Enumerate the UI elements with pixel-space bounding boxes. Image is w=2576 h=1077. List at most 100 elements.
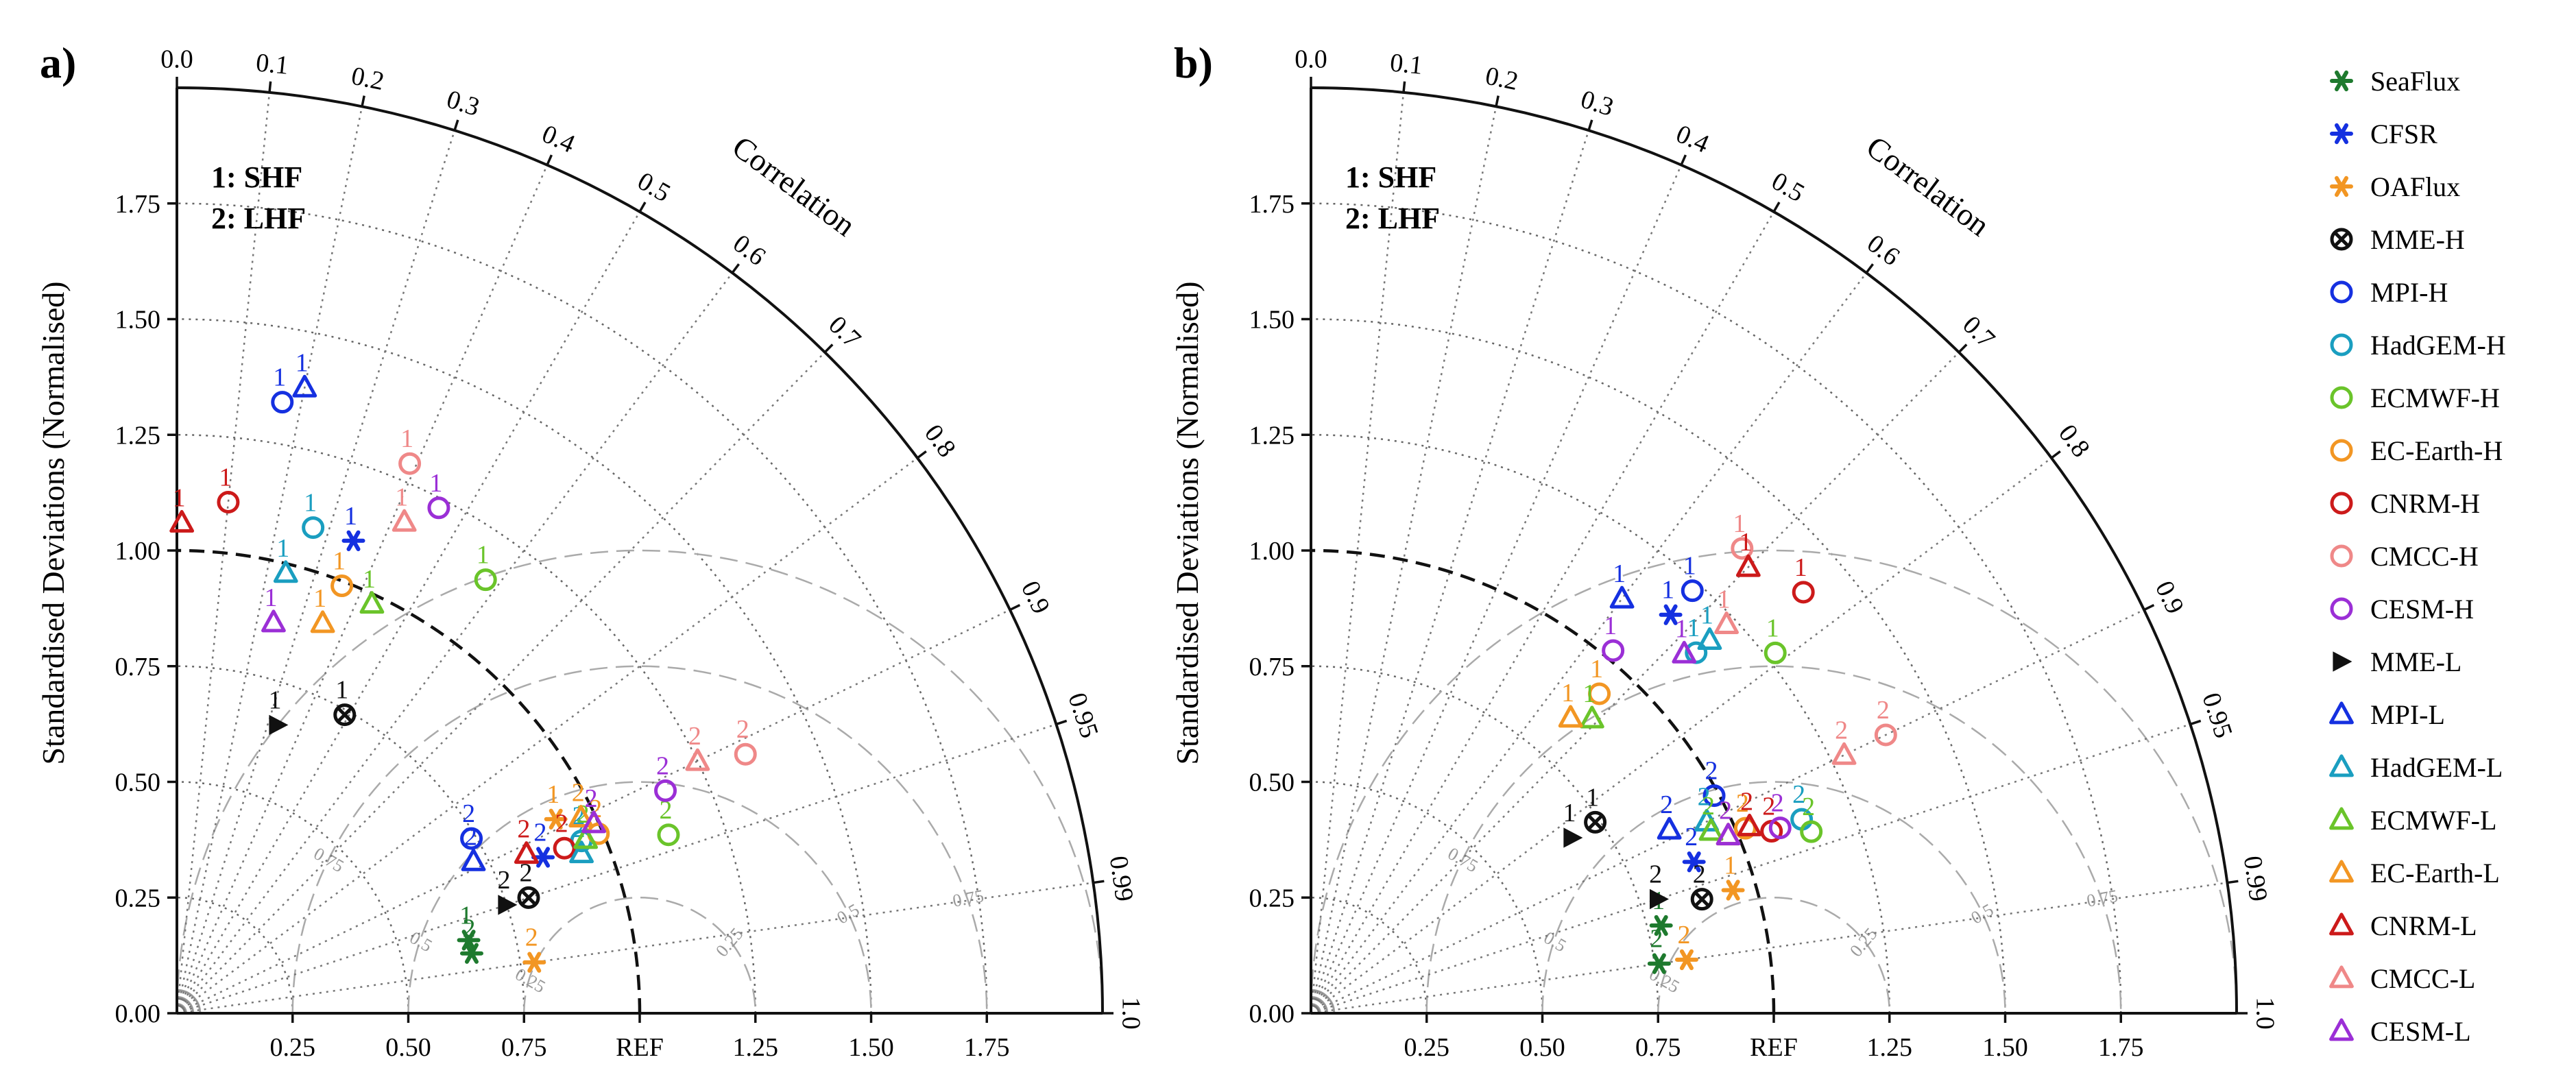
legend-marker-seaflux [2330,70,2353,92]
rmsd-arc-1 [176,549,1104,1014]
marker-hadgem-l-2-label: 2 [1698,782,1711,811]
marker-mme-h-1-cross [337,707,353,723]
y-tick-label-1.75: 1.75 [1249,190,1295,219]
marker-ec-earth-l-2 [568,805,594,828]
outer-arc [176,86,1104,1014]
marker-mpi-l-1-label: 1 [296,348,309,377]
marker-cfsr-2 [1682,851,1706,873]
marker-mpi-h-1-label: 1 [273,363,286,392]
marker-cnrm-l-1-label: 1 [173,484,186,513]
marker-mpi-l-2-label: 2 [464,822,477,851]
marker-mme-h-1 [333,703,357,727]
marker-mme-l-2-label: 2 [1649,860,1662,888]
marker-cesm-h-2 [654,779,677,802]
marker-cesm-h-2-label: 2 [1771,789,1784,818]
marker-cnrm-h-1-label: 1 [219,463,232,492]
marker-ecmwf-h-1 [1764,641,1787,664]
marker-cmcc-l-2 [1831,742,1857,765]
rmsd-arc-0.5 [407,781,872,1014]
marker-mme-h-1-label: 1 [335,676,348,705]
marker-hadgem-l-1 [273,560,298,583]
marker-mpi-h-1 [1681,579,1704,603]
marker-mpi-h-2-label: 2 [462,799,475,828]
corr-tick-label-0.99: 0.99 [2238,854,2273,904]
marker-cnrm-l-2 [514,841,539,864]
correlation-title: Correlation [1860,129,1996,243]
rmsd-arc-0.75 [291,665,988,1014]
marker-mme-h-2-ring [517,886,540,909]
corr-tick-0.2 [1495,95,1500,107]
marker-mme-l-1-label: 1 [1563,799,1576,827]
corr-tick-0.95 [1055,719,1068,726]
legend-label-seaflux: SeaFlux [2370,66,2460,97]
marker-cesm-l-2 [1716,823,1741,846]
corr-tick-label-0.2: 0.2 [1483,62,1521,97]
origin-arc-1 [1310,995,1329,1014]
legend-marker-mpi-h [2330,280,2353,304]
corr-tick-label-0.5: 0.5 [633,167,675,208]
y-axis-title: Standardised Deviations (Normalised) [1170,281,1205,764]
legend-label-cmcc-h: CMCC-H [2370,541,2479,572]
marker-ecmwf-h-2-label: 2 [1802,792,1815,821]
marker-mpi-h-2 [460,827,483,850]
marker-mme-l-1 [1563,827,1583,848]
marker-ecmwf-h-2 [657,823,680,847]
corr-tick-0.5 [638,202,647,213]
y-tick-label-0.50: 0.50 [115,769,161,797]
y-tick-label-0.00: 0.00 [115,1000,161,1028]
rmsd-label-1: 0.5 [1968,899,1997,928]
corr-tick-0.3 [453,119,459,131]
marker-seaflux-1-label: 1 [459,901,472,930]
rmsd-label-left-1: 0.5 [1541,928,1570,956]
legend-label-ec-earth-h: EC-Earth-H [2370,435,2503,466]
marker-hadgem-l-1 [1697,627,1722,651]
x-tick-label-1.75: 1.75 [964,1033,1010,1062]
x-tick-label-0.75: 0.75 [501,1033,547,1062]
marker-cesm-h-2 [1768,816,1792,840]
marker-mme-h-1-ring [1584,810,1607,834]
marker-seaflux-2-label: 2 [462,915,475,943]
marker-oaflux-1 [1721,880,1745,901]
corr-tick-0.95 [2189,719,2202,726]
rmsd-arc-0.75 [1425,665,2122,1014]
legend-marker-mme-l [2333,651,2352,672]
marker-ecmwf-h-1 [474,568,497,592]
marker-ec-earth-h-1-label: 1 [1590,655,1603,683]
marker-cfsr-2 [531,847,555,868]
marker-ecmwf-l-1 [1579,705,1604,729]
rmsd-arc-0.5 [1541,781,2006,1014]
corr-tick-label-0.8: 0.8 [919,420,961,463]
marker-ec-earth-h-1 [330,574,354,598]
legend-marker-mme-h [2330,228,2353,251]
y-tick-label-1.50: 1.50 [1249,306,1295,335]
std-arc-1.5 [1310,318,2006,1014]
marker-seaflux-2 [1647,953,1671,974]
marker-mme-h-1-cross [1587,814,1604,830]
corr-tick-label-0.1: 0.1 [254,48,289,80]
origin-arc-2 [1310,989,1336,1014]
corr-tick-label-0.1: 0.1 [1388,48,1423,80]
std-arc-0.25 [176,897,293,1014]
marker-ecmwf-h-2 [1800,820,1823,843]
marker-ecmwf-h-2-label: 2 [659,796,672,825]
marker-cmcc-h-2 [734,742,757,766]
marker-mme-l-1 [269,714,289,736]
marker-mme-h-2-label: 2 [520,858,533,887]
legend-marker-cmcc-l [2329,965,2354,989]
corr-tick-0.8 [916,450,927,459]
corr-tick-label-0.0: 0.0 [1295,45,1327,74]
marker-mpi-l-1 [292,374,317,398]
rmsd-label-left-1: 0.5 [407,928,436,956]
marker-ecmwf-l-1-label: 1 [1582,679,1596,708]
corr-tick-label-1.0: 1.0 [2250,997,2279,1030]
marker-ec-earth-l-2-label: 2 [572,779,585,808]
rmsd-label-left-0: 0.75 [311,843,348,876]
marker-ec-earth-l-1 [310,610,335,633]
legend-label-cnrm-l: CNRM-L [2370,910,2477,941]
marker-oaflux-2-label: 2 [525,923,538,952]
marker-hadgem-h-2-label: 2 [1792,780,1805,809]
marker-ecmwf-l-1 [359,591,385,614]
marker-cfsr-1-label: 1 [344,502,357,531]
marker-oaflux-1-label: 1 [546,780,559,809]
